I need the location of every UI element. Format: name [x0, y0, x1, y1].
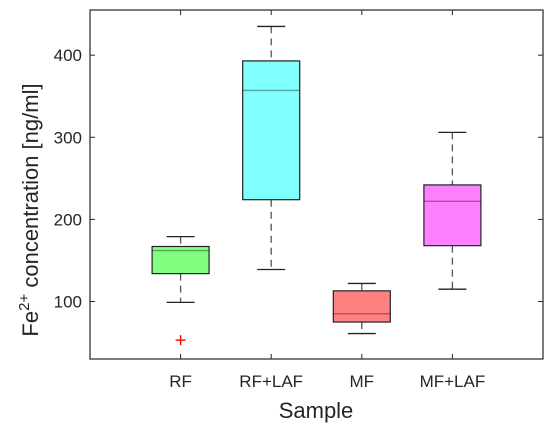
plot-area	[151, 25, 482, 346]
x-tick-label: RF	[169, 372, 192, 391]
y-axis-title-superscript: 2+	[16, 294, 33, 311]
y-tick-label: 200	[54, 210, 82, 229]
iqr-box	[423, 184, 482, 247]
plot-frame	[89, 9, 544, 360]
x-tick-label: RF+LAF	[239, 372, 303, 391]
y-axis-title-suffix: concentration [ng/ml]	[18, 83, 43, 293]
axes: 100 200 300 400 RF RF+LAF MF MF+LAF	[54, 9, 544, 391]
y-axis-title: Fe2+ concentration [ng/ml]	[16, 83, 43, 336]
y-tick-label: 300	[54, 128, 82, 147]
iqr-box	[332, 290, 391, 323]
box-rf	[151, 235, 210, 346]
x-tick-label: MF+LAF	[420, 372, 486, 391]
x-tick-label: MF	[350, 372, 375, 391]
y-tick-label: 100	[54, 293, 82, 312]
iqr-box	[151, 245, 210, 275]
outlier-marker	[175, 335, 186, 346]
box-rf-laf	[242, 25, 301, 271]
y-axis-title-prefix: Fe	[18, 311, 43, 337]
x-axis-title: Sample	[279, 398, 354, 423]
iqr-box	[242, 60, 301, 201]
y-tick-label: 400	[54, 46, 82, 65]
box-mf-laf	[423, 131, 482, 290]
box-mf	[332, 282, 391, 335]
